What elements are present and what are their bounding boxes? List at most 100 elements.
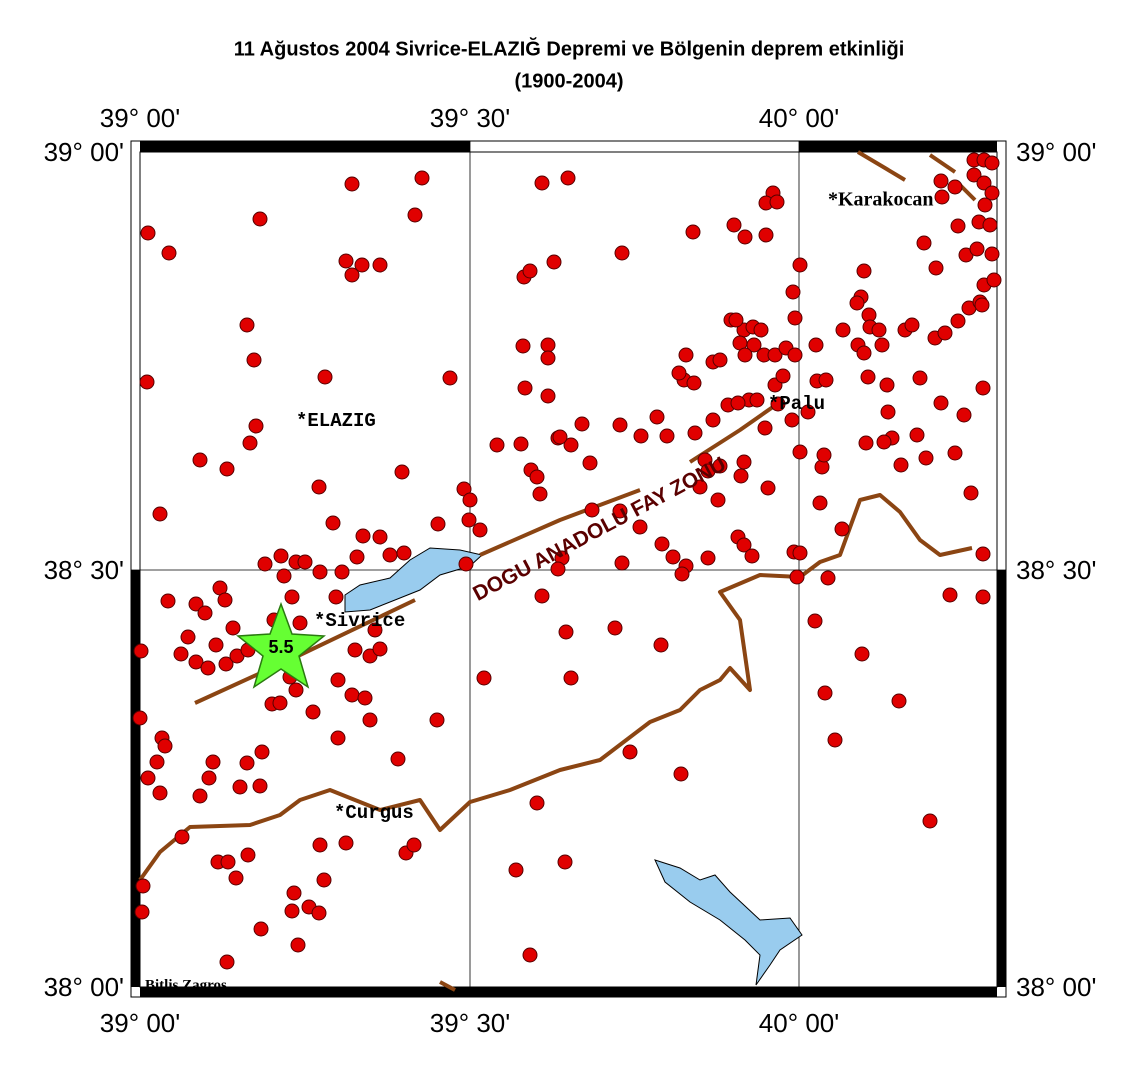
river	[439, 980, 456, 992]
epicenter	[252, 778, 268, 794]
epicenter	[574, 416, 590, 432]
epicenter	[254, 744, 270, 760]
epicenter	[665, 549, 681, 565]
epicenter	[135, 878, 151, 894]
epicenter	[984, 185, 1000, 201]
epicenter	[396, 545, 412, 561]
epicenter	[984, 246, 1000, 262]
epicenter	[550, 561, 566, 577]
epicenter	[874, 337, 890, 353]
epicenter	[674, 566, 690, 582]
epicenter	[242, 435, 258, 451]
epicenter	[712, 458, 728, 474]
epicenter	[558, 624, 574, 640]
epicenter	[849, 295, 865, 311]
epicenter	[540, 350, 556, 366]
epicenter	[950, 218, 966, 234]
magnitude-label: 5.5	[268, 637, 293, 657]
epicenter	[956, 407, 972, 423]
epicenter	[649, 409, 665, 425]
fault	[958, 183, 977, 202]
epicenter	[522, 263, 538, 279]
frame-bar	[131, 570, 140, 987]
epicenter	[705, 412, 721, 428]
x-label: 39° 30'	[430, 103, 510, 133]
epicenter	[476, 670, 492, 686]
epicenter	[686, 375, 702, 391]
epicenter	[133, 643, 149, 659]
lake	[344, 547, 484, 613]
epicenter	[208, 637, 224, 653]
epicenter	[912, 370, 928, 386]
epicenter	[515, 338, 531, 354]
epicenter	[390, 751, 406, 767]
epicenter	[760, 480, 776, 496]
epicenter	[152, 506, 168, 522]
epicenter	[220, 854, 236, 870]
epicenter	[372, 529, 388, 545]
epicenter	[757, 420, 773, 436]
epicenter	[975, 380, 991, 396]
epicenter	[311, 905, 327, 921]
epicenter	[820, 570, 836, 586]
epicenter	[246, 352, 262, 368]
y-label: 38° 30'	[44, 555, 124, 585]
epicenter	[201, 770, 217, 786]
epicenter	[858, 435, 874, 451]
epicenter	[789, 569, 805, 585]
fault	[856, 150, 907, 182]
epicenter	[654, 536, 670, 552]
epicenter	[232, 779, 248, 795]
epicenter	[712, 352, 728, 368]
x-label: 39° 00'	[100, 103, 180, 133]
epicenter	[975, 546, 991, 562]
epicenter	[157, 738, 173, 754]
epicenter	[347, 642, 363, 658]
epicenter	[225, 620, 241, 636]
epicenter	[192, 452, 208, 468]
epicenter	[653, 637, 669, 653]
epicenter	[552, 429, 568, 445]
epicenter	[188, 596, 204, 612]
x-label: 40° 00'	[759, 1008, 839, 1038]
frame-bar	[140, 987, 997, 997]
epicenter	[429, 712, 445, 728]
epicenter	[355, 528, 371, 544]
epicenter	[775, 368, 791, 384]
epicenter	[700, 550, 716, 566]
epicenter	[891, 693, 907, 709]
epicenter	[297, 554, 313, 570]
place-label: *Palu	[768, 393, 825, 415]
epicenter	[977, 197, 993, 213]
epicenter	[744, 548, 760, 564]
epicenter	[272, 695, 288, 711]
epicenter	[461, 512, 477, 528]
epicenter	[357, 690, 373, 706]
epicenter	[933, 173, 949, 189]
frame-bar	[997, 570, 1006, 987]
fault	[928, 153, 957, 174]
epicenter	[330, 730, 346, 746]
epicenter	[736, 454, 752, 470]
epicenter	[344, 687, 360, 703]
main-shock-star	[236, 601, 326, 689]
epicenter	[622, 744, 638, 760]
epicenter	[140, 770, 156, 786]
epicenter	[737, 347, 753, 363]
epicenter	[316, 872, 332, 888]
epicenter	[219, 954, 235, 970]
epicenter	[529, 795, 545, 811]
title: 11 Ağustos 2004 Sivrice-ELAZIĞ Depremi v…	[234, 36, 905, 60]
epicenter	[219, 461, 235, 477]
epicenter	[612, 503, 628, 519]
epicenter	[149, 754, 165, 770]
epicenter	[160, 593, 176, 609]
epicenter	[273, 548, 289, 564]
epicenter	[614, 555, 630, 571]
place-label: *ELAZIG	[296, 410, 376, 432]
epicenter	[730, 395, 746, 411]
epicenter	[893, 457, 909, 473]
epicenter	[856, 263, 872, 279]
epicenter	[835, 322, 851, 338]
epicenter	[188, 654, 204, 670]
